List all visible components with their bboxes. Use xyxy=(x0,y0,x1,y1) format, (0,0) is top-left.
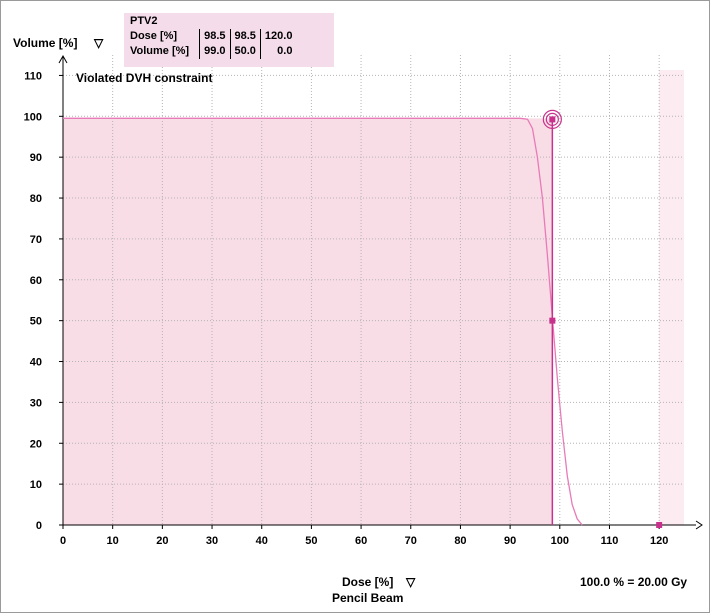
constraint-point[interactable] xyxy=(549,317,556,324)
y-tick-label: 70 xyxy=(30,234,42,246)
violated-annotation: Violated DVH constraint xyxy=(76,71,212,85)
shaded-regions xyxy=(63,70,684,525)
x-tick-label: 40 xyxy=(256,535,268,547)
x-tick-label: 50 xyxy=(305,535,317,547)
x-tick-label: 60 xyxy=(355,535,367,547)
volume-value: 50.0 xyxy=(229,44,261,59)
constraint-point-handle-inner xyxy=(545,112,559,126)
x-axis-arrow xyxy=(695,520,703,530)
y-axis-arrow xyxy=(58,54,68,64)
x-tick-labels: 0 10 20 30 40 50 60 70 80 90 100 110 120 xyxy=(60,535,668,547)
dose-reference: 100.0 % = 20.00 Gy xyxy=(580,575,687,589)
dose-value: 98.5 xyxy=(229,29,261,44)
dose-value: 120.0 xyxy=(259,29,297,44)
constraint-dose-row: Dose [%] 98.5 98.5 120.0 xyxy=(128,29,297,44)
constraint-point[interactable] xyxy=(549,116,556,123)
violated-region xyxy=(63,118,553,525)
x-tick-label: 30 xyxy=(206,535,218,547)
dose-value: 98.5 xyxy=(199,29,230,44)
x-tick-label: 120 xyxy=(650,535,668,547)
x-axis-label-arrow[interactable]: ▽ xyxy=(405,575,416,589)
y-axis-label: Volume [%] xyxy=(13,36,77,50)
y-tick-label: 100 xyxy=(24,111,42,123)
y-tick-label: 90 xyxy=(30,152,42,164)
x-tick-label: 100 xyxy=(551,535,569,547)
grid xyxy=(63,55,684,525)
x-tick-label: 80 xyxy=(454,535,466,547)
x-axis-sub-label: Pencil Beam xyxy=(332,591,403,605)
volume-row-label: Volume [%] xyxy=(130,45,190,57)
y-axis-label-arrow[interactable]: ▽ xyxy=(93,36,104,50)
constraint-volume-row: Volume [%] 99.0 50.0 0.0 xyxy=(128,44,297,59)
constraint-point-handle[interactable] xyxy=(542,109,562,129)
y-tick-label: 30 xyxy=(30,397,42,409)
y-tick-label: 80 xyxy=(30,193,42,205)
x-tick-label: 0 xyxy=(60,535,66,547)
x-axis-label: Dose [%] xyxy=(342,575,393,589)
volume-value: 0.0 xyxy=(259,44,297,59)
y-tick-label: 20 xyxy=(30,438,42,450)
y-tick-label: 110 xyxy=(24,70,42,82)
dose-row-label: Dose [%] xyxy=(130,30,178,42)
series xyxy=(63,117,583,526)
x-tick-label: 90 xyxy=(504,535,516,547)
x-tick-label: 110 xyxy=(601,535,619,547)
y-tick-labels: 0 10 20 30 40 50 60 70 80 90 100 110 xyxy=(24,70,42,532)
constraint-panel: PTV2 Dose [%] 98.5 98.5 120.0 Volume [%]… xyxy=(124,13,334,67)
constraint-structure-name: PTV2 xyxy=(130,15,158,27)
volume-value: 99.0 xyxy=(199,44,230,59)
y-tick-label: 40 xyxy=(30,357,42,369)
x-tick-label: 70 xyxy=(405,535,417,547)
high-dose-region xyxy=(659,70,684,525)
y-tick-label: 50 xyxy=(30,316,42,328)
constraint-point[interactable] xyxy=(656,522,663,528)
constraint-marks xyxy=(542,109,663,528)
y-tick-label: 10 xyxy=(30,479,42,491)
y-tick-label: 0 xyxy=(36,520,42,532)
constraint-table: Dose [%] 98.5 98.5 120.0 Volume [%] 99.0… xyxy=(128,29,297,59)
axes xyxy=(58,54,703,530)
x-tick-label: 10 xyxy=(107,535,119,547)
y-tick-label: 60 xyxy=(30,275,42,287)
x-tick-label: 20 xyxy=(156,535,168,547)
dvh-curve-ptv2[interactable] xyxy=(63,117,583,526)
